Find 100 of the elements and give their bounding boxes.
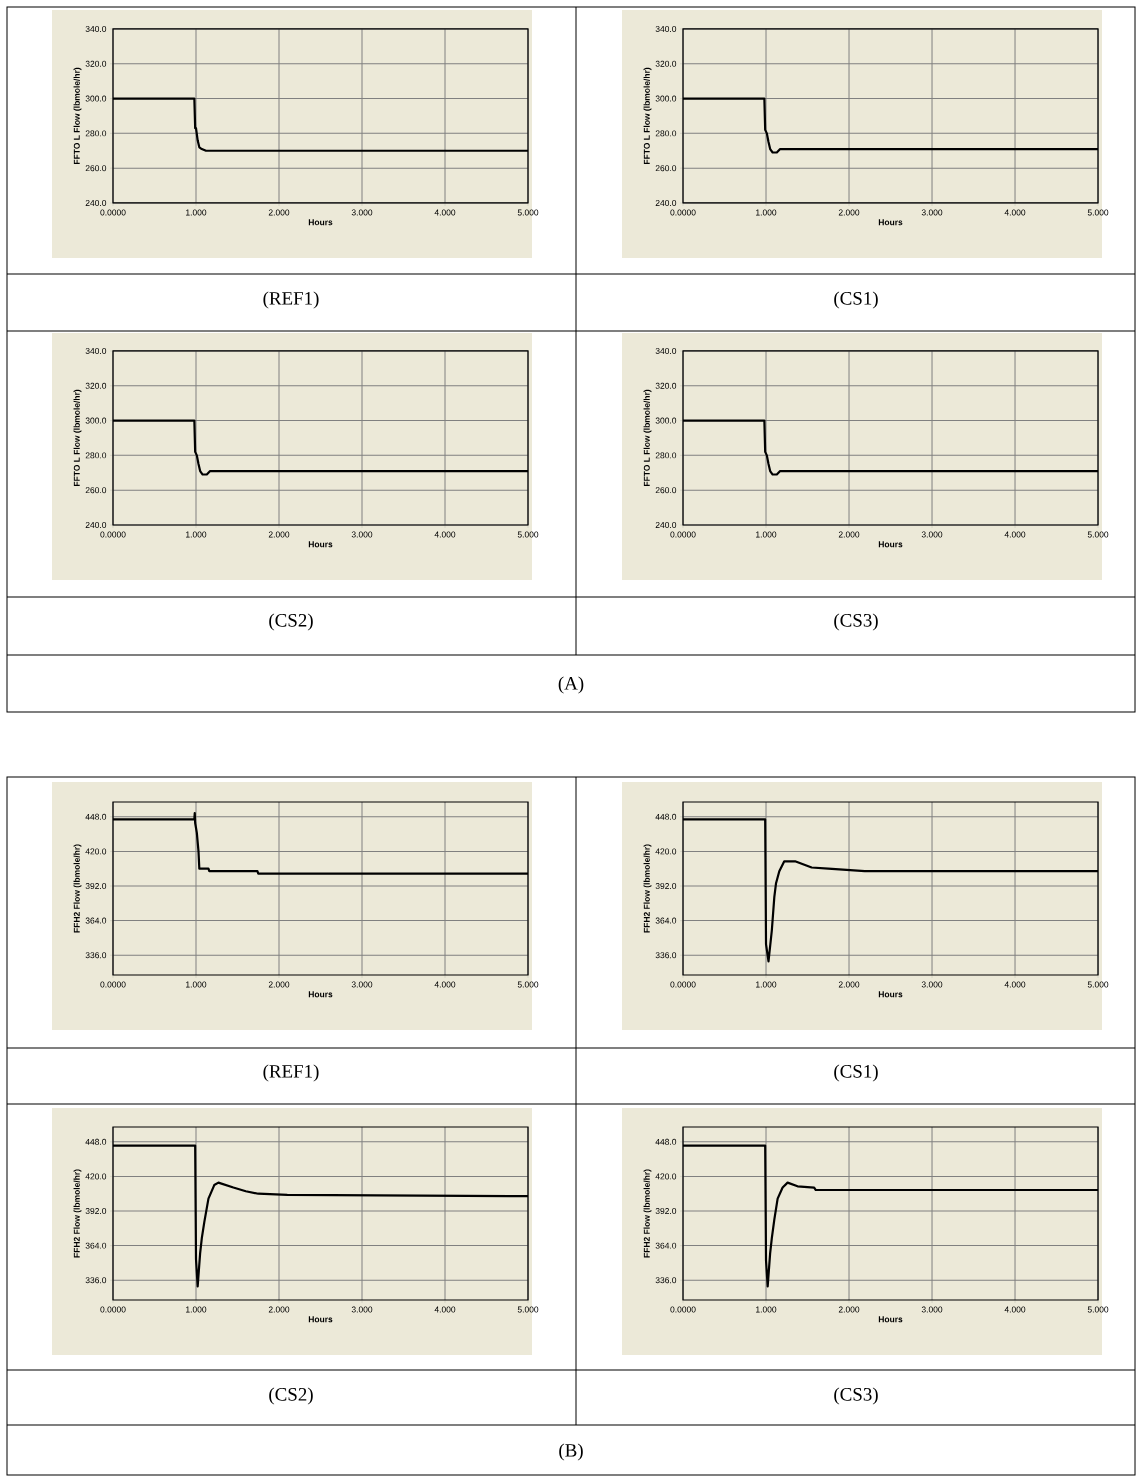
- y-tick-label: 320.0: [85, 60, 107, 67]
- y-tick-label: 260.0: [85, 165, 107, 172]
- x-tick-label: 0.0000: [670, 531, 696, 538]
- y-tick-label: 420.0: [655, 848, 677, 855]
- y-tick-label: 280.0: [85, 130, 107, 137]
- y-tick-label: 448.0: [655, 1138, 677, 1145]
- y-tick-label: 300.0: [85, 417, 107, 424]
- y-tick-label: 336.0: [85, 952, 107, 959]
- x-tick-label: 3.000: [351, 531, 373, 538]
- y-tick-label: 448.0: [655, 813, 677, 820]
- x-tick-label: 1.000: [756, 981, 777, 988]
- x-tick-label: 0.0000: [100, 981, 126, 988]
- x-tick-label: 0.0000: [670, 981, 696, 988]
- x-tick-label: 4.000: [434, 209, 456, 216]
- x-tick-label: 1.000: [186, 531, 207, 538]
- y-tick-label: 240.0: [85, 521, 107, 528]
- y-tick-label: 336.0: [655, 1277, 677, 1284]
- x-tick-label: 3.000: [351, 1306, 373, 1313]
- x-tick-label: 4.000: [434, 981, 456, 988]
- y-tick-label: 420.0: [85, 1173, 107, 1180]
- text: (CS1): [834, 1064, 878, 1082]
- x-tick-label: 1.000: [756, 1306, 777, 1313]
- y-axis-title: FFH2 Flow (lbmole/hr): [643, 844, 652, 933]
- text: (CS2): [269, 1387, 313, 1405]
- x-tick-label: 5.000: [517, 1306, 539, 1313]
- x-tick-label: 2.000: [838, 981, 860, 988]
- x-tick-label: 0.0000: [670, 209, 696, 216]
- x-axis-title: Hours: [308, 219, 333, 226]
- x-axis-title: Hours: [308, 1316, 333, 1323]
- y-tick-label: 300.0: [85, 95, 107, 102]
- text: (REF1): [263, 1064, 319, 1082]
- x-tick-label: 2.000: [838, 531, 860, 538]
- x-tick-label: 5.000: [1087, 209, 1109, 216]
- x-axis-title: Hours: [308, 991, 333, 998]
- text: (B): [559, 1443, 583, 1461]
- y-tick-label: 420.0: [85, 848, 107, 855]
- y-axis-title: FFTO L Flow (lbmole/hr): [73, 67, 82, 165]
- x-tick-label: 5.000: [517, 531, 539, 538]
- y-tick-label: 364.0: [85, 1242, 107, 1249]
- y-tick-label: 340.0: [85, 25, 107, 32]
- x-tick-label: 5.000: [1087, 981, 1109, 988]
- y-axis-title: FFH2 Flow (lbmole/hr): [643, 1169, 652, 1258]
- x-tick-label: 0.0000: [100, 1306, 126, 1313]
- y-axis-title: FFTO L Flow (lbmole/hr): [73, 389, 82, 487]
- x-axis-title: Hours: [308, 541, 333, 548]
- y-tick-label: 340.0: [85, 347, 107, 354]
- x-tick-label: 1.000: [186, 1306, 207, 1313]
- x-tick-label: 2.000: [268, 531, 290, 538]
- y-tick-label: 392.0: [655, 1208, 677, 1215]
- y-axis-title: FFTO L Flow (lbmole/hr): [643, 389, 652, 487]
- y-tick-label: 280.0: [655, 130, 677, 137]
- text: (CS3): [834, 613, 878, 631]
- x-tick-label: 1.000: [186, 981, 207, 988]
- y-tick-label: 240.0: [85, 199, 107, 206]
- x-tick-label: 2.000: [268, 209, 290, 216]
- y-axis-title: FFH2 Flow (lbmole/hr): [73, 844, 82, 933]
- y-tick-label: 260.0: [655, 487, 677, 494]
- x-tick-label: 4.000: [1004, 981, 1026, 988]
- x-tick-label: 4.000: [434, 531, 456, 538]
- y-tick-label: 320.0: [85, 382, 107, 389]
- y-tick-label: 364.0: [85, 917, 107, 924]
- y-tick-label: 280.0: [85, 452, 107, 459]
- y-tick-label: 392.0: [85, 1208, 107, 1215]
- x-tick-label: 5.000: [1087, 1306, 1109, 1313]
- y-axis-title: FFH2 Flow (lbmole/hr): [73, 1169, 82, 1258]
- y-tick-label: 300.0: [655, 95, 677, 102]
- x-tick-label: 3.000: [921, 531, 943, 538]
- y-tick-label: 320.0: [655, 60, 677, 67]
- x-tick-label: 4.000: [1004, 1306, 1026, 1313]
- y-tick-label: 320.0: [655, 382, 677, 389]
- x-tick-label: 3.000: [351, 209, 373, 216]
- text: (A): [558, 676, 584, 694]
- x-axis-title: Hours: [878, 1316, 903, 1323]
- x-tick-label: 3.000: [921, 981, 943, 988]
- y-tick-label: 260.0: [85, 487, 107, 494]
- x-tick-label: 1.000: [186, 209, 207, 216]
- x-tick-label: 2.000: [838, 1306, 860, 1313]
- x-tick-label: 3.000: [921, 209, 943, 216]
- y-tick-label: 260.0: [655, 165, 677, 172]
- text: (CS2): [269, 613, 313, 631]
- text: (CS1): [834, 291, 878, 309]
- y-tick-label: 364.0: [655, 917, 677, 924]
- x-tick-label: 2.000: [268, 1306, 290, 1313]
- text: (CS3): [834, 1387, 878, 1405]
- y-tick-label: 392.0: [655, 883, 677, 890]
- y-tick-label: 336.0: [85, 1277, 107, 1284]
- x-tick-label: 4.000: [1004, 531, 1026, 538]
- x-tick-label: 0.0000: [100, 531, 126, 538]
- y-tick-label: 448.0: [85, 1138, 107, 1145]
- y-axis-title: FFTO L Flow (lbmole/hr): [643, 67, 652, 165]
- x-axis-title: Hours: [878, 541, 903, 548]
- x-axis-title: Hours: [878, 991, 903, 998]
- y-tick-label: 240.0: [655, 521, 677, 528]
- y-tick-label: 340.0: [655, 347, 677, 354]
- x-tick-label: 1.000: [756, 531, 777, 538]
- x-tick-label: 2.000: [268, 981, 290, 988]
- y-tick-label: 448.0: [85, 813, 107, 820]
- x-tick-label: 0.0000: [670, 1306, 696, 1313]
- x-tick-label: 4.000: [1004, 209, 1026, 216]
- x-tick-label: 3.000: [351, 981, 373, 988]
